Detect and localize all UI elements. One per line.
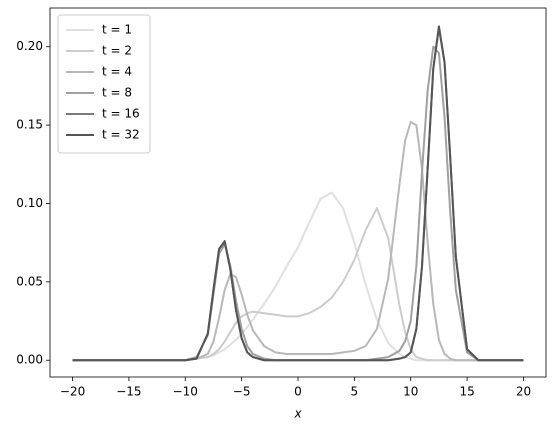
axes-frame: [49, 7, 547, 378]
x-tick-label: 0: [294, 385, 302, 399]
y-tick-label: 0.05: [16, 274, 43, 288]
series-line: [72, 25, 524, 362]
x-tick-label: 15: [459, 385, 474, 399]
x-tick-label: 5: [351, 385, 359, 399]
y-tick-label: 0.10: [16, 196, 43, 210]
y-tick-label: 0.15: [16, 118, 43, 132]
x-tick-label: −10: [173, 385, 198, 399]
legend-label: t = 8: [102, 86, 132, 100]
y-tick-label: 0.20: [16, 39, 43, 53]
legend-label: t = 2: [102, 44, 132, 58]
x-tick-label: −20: [60, 385, 85, 399]
legend-label: t = 32: [102, 128, 140, 142]
y-tick-label: 0.00: [16, 353, 43, 367]
x-tick-label: 20: [516, 385, 531, 399]
x-axis-label: x: [293, 407, 302, 421]
legend-box: [57, 14, 151, 154]
x-tick-label: −15: [116, 385, 141, 399]
legend-label: t = 16: [102, 107, 140, 121]
series-line: [72, 120, 524, 362]
x-tick-label: 10: [403, 385, 418, 399]
legend-label: t = 1: [102, 23, 132, 37]
x-tick-label: −5: [233, 385, 251, 399]
legend-label: t = 4: [102, 65, 132, 79]
series-line: [72, 207, 524, 362]
